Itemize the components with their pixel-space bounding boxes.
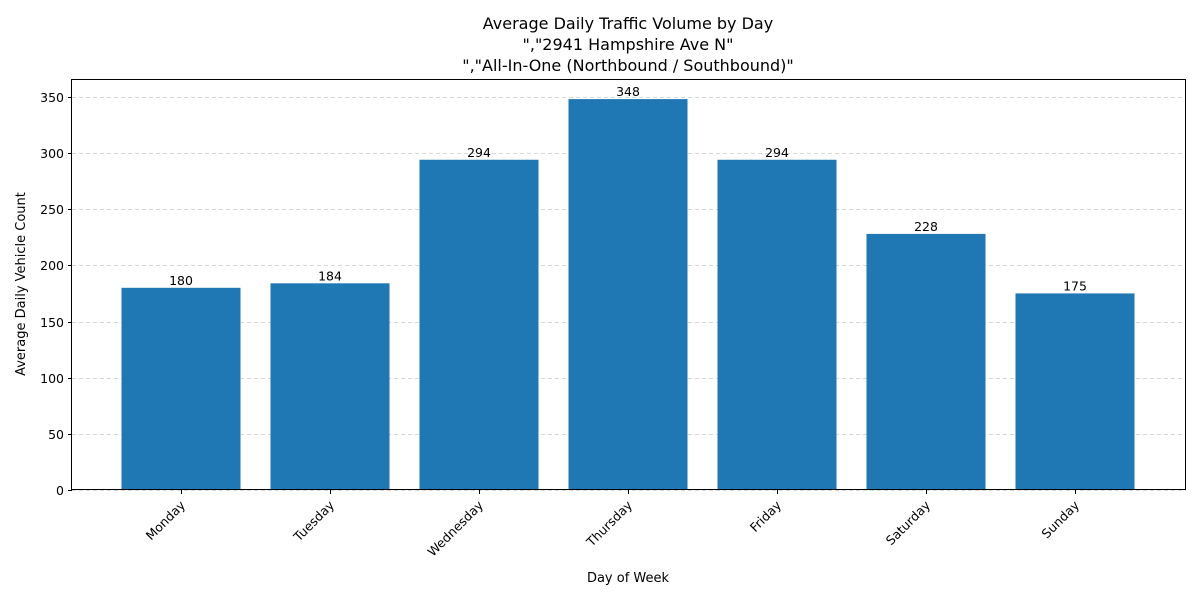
y-tick-label: 100 [40, 371, 64, 386]
bar-value-label: 175 [1063, 278, 1087, 293]
x-tick-label: Thursday [583, 497, 636, 550]
chart-title: Average Daily Traffic Volume by Day ","2… [462, 14, 794, 75]
bar-value-label: 228 [914, 219, 938, 234]
y-tick-label: 250 [40, 202, 64, 217]
bar-monday [121, 287, 241, 490]
bar-value-label: 348 [616, 84, 640, 99]
x-tick-label: Wednesday [424, 497, 486, 559]
y-tick-label: 0 [56, 483, 64, 498]
bar-friday [717, 159, 837, 490]
bar-sunday [1015, 293, 1135, 490]
x-tick-label: Saturday [883, 497, 934, 548]
bar-saturday [866, 233, 986, 490]
x-tick-label: Friday [747, 497, 785, 535]
chart-title-line-2: ","2941 Hampshire Ave N" [523, 35, 734, 54]
chart-title-line-3: ","All-In-One (Northbound / Southbound)" [462, 56, 794, 75]
y-tick-label: 300 [40, 146, 64, 161]
y-tick-label: 150 [40, 315, 64, 330]
bar-wednesday [419, 159, 539, 490]
x-tick-label: Sunday [1038, 497, 1082, 541]
bars [121, 99, 1135, 491]
y-axis-ticks: 0 50 100 150 200 250 300 350 [40, 90, 72, 498]
x-tick-label: Monday [143, 497, 189, 543]
bar-value-label: 294 [765, 145, 789, 160]
bar-value-label: 180 [169, 273, 193, 288]
y-axis-label: Average Daily Vehicle Count [14, 192, 29, 376]
x-axis-label: Day of Week [587, 571, 670, 586]
y-tick-label: 200 [40, 258, 64, 273]
bar-value-label: 184 [318, 268, 342, 283]
plot-frame [71, 79, 1186, 490]
bar-thursday [568, 99, 688, 491]
chart-title-line-1: Average Daily Traffic Volume by Day [483, 14, 773, 33]
x-axis-ticks: Monday Tuesday Wednesday Thursday Friday Satu… [143, 490, 1083, 559]
y-tick-label: 50 [48, 427, 64, 442]
bar-value-label: 294 [467, 145, 491, 160]
x-tick-label: Tuesday [290, 497, 338, 545]
bar-value-labels: 180 184 294 348 294 228 175 [169, 84, 1087, 293]
y-tick-label: 350 [40, 90, 64, 105]
bar-tuesday [270, 283, 390, 490]
